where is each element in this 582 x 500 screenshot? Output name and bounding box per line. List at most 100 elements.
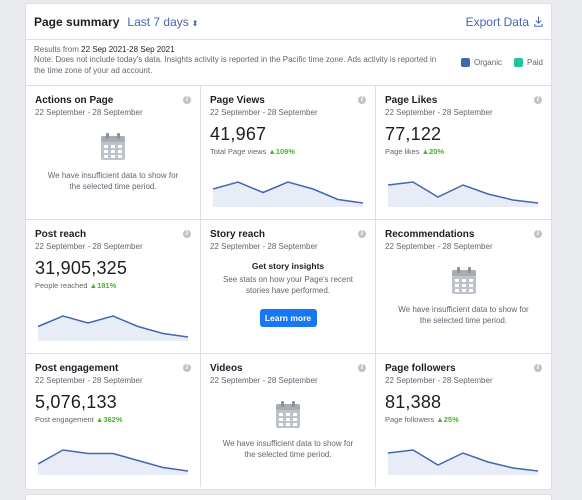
card-title: Page followers (385, 363, 456, 374)
sparkline-line (388, 449, 538, 472)
export-label: Export Data (465, 14, 529, 29)
results-dates: 22 Sep 2021-28 Sep 2021 (81, 45, 175, 54)
sparkline (213, 181, 363, 207)
info-icon[interactable]: i (534, 96, 542, 104)
empty-message: We have insufficient data to show for th… (398, 305, 529, 325)
legend: Organic Paid (449, 58, 543, 67)
metric-label: Total Page views (210, 147, 267, 156)
card-videos[interactable]: Videos 22 September - 28 September i We … (201, 354, 376, 487)
metric-subtitle: Page likes ▲20% (385, 147, 542, 156)
card-date: 22 September - 28 September (210, 108, 318, 117)
sparkline-line (38, 449, 188, 472)
info-icon[interactable]: i (183, 364, 191, 372)
empty-state: We have insufficient data to show for th… (385, 267, 542, 326)
timezone-note: Note: Does not include today's data. Ins… (34, 55, 437, 75)
sparkline (38, 449, 188, 475)
metric-label: Page followers (385, 415, 435, 424)
info-icon[interactable]: i (534, 230, 542, 238)
metric-value: 81,388 (385, 392, 442, 412)
card-title: Story reach (210, 229, 266, 240)
card-date: 22 September - 28 September (210, 376, 318, 385)
paid-swatch (513, 58, 523, 67)
metric-label: Post engagement (35, 415, 94, 424)
legend-organic-label: Organic (473, 58, 502, 67)
sparkline-line (38, 315, 188, 338)
card-date: 22 September - 28 September (35, 108, 143, 117)
card-title: Actions on Page (35, 95, 114, 106)
metric-value: 5,076,133 (35, 392, 117, 412)
calendar-icon (101, 133, 125, 160)
card-title: Recommendations (385, 229, 475, 240)
export-data-button[interactable]: Export Data (466, 15, 543, 29)
metric-change: 181% (97, 281, 117, 290)
card-post-reach[interactable]: Post reach 22 September - 28 September i… (26, 220, 201, 354)
sort-caret-icon: ⬍ (191, 18, 199, 28)
up-arrow-icon: ▲ (436, 415, 444, 424)
up-arrow-icon: ▲ (421, 147, 430, 156)
story-text: See stats on how your Page's recent stor… (222, 275, 354, 295)
empty-state: We have insufficient data to show for th… (35, 133, 191, 192)
next-section-card (25, 494, 552, 500)
info-icon[interactable]: i (534, 364, 542, 372)
page-summary-panel: Page summary Last 7 days ⬍ Export Data Re… (25, 3, 552, 490)
empty-message: We have insufficient data to show for th… (222, 439, 354, 459)
legend-paid: Paid (513, 58, 543, 67)
metric-value: 77,122 (385, 124, 442, 144)
card-title: Post engagement (35, 363, 119, 374)
up-arrow-icon: ▲ (89, 281, 98, 290)
card-story-reach[interactable]: Story reach 22 September - 28 September … (201, 220, 376, 354)
results-prefix: Results from (34, 45, 82, 54)
sparkline-area (213, 182, 363, 207)
info-icon[interactable]: i (358, 96, 366, 104)
metrics-grid: Actions on Page 22 September - 28 Septem… (26, 86, 551, 487)
notes-section: Results from 22 Sep 2021-28 Sep 2021 Not… (26, 40, 551, 86)
date-range-selector[interactable]: Last 7 days ⬍ (127, 15, 198, 29)
sparkline-area (38, 316, 188, 341)
up-arrow-icon: ▲ (95, 415, 104, 424)
download-icon (534, 16, 543, 27)
card-date: 22 September - 28 September (35, 242, 143, 251)
organic-swatch (460, 58, 470, 67)
metric-change: 109% (275, 147, 295, 156)
sparkline-line (213, 181, 363, 204)
card-actions-on-page[interactable]: Actions on Page 22 September - 28 Septem… (26, 86, 201, 220)
metric-change: 20% (429, 147, 445, 156)
card-post-engagement[interactable]: Post engagement 22 September - 28 Septem… (26, 354, 201, 487)
card-date: 22 September - 28 September (210, 242, 318, 251)
metric-label: Page likes (385, 147, 420, 156)
metric-value: 31,905,325 (35, 258, 128, 278)
sparkline-area (388, 182, 538, 207)
sparkline (388, 449, 538, 475)
metric-change: 25% (443, 415, 459, 424)
summary-header: Page summary Last 7 days ⬍ Export Data (26, 4, 551, 40)
calendar-icon (451, 267, 476, 294)
metric-subtitle: People reached ▲181% (35, 281, 191, 290)
card-page-followers[interactable]: Page followers 22 September - 28 Septemb… (376, 354, 551, 487)
sparkline-area (388, 450, 538, 475)
card-page-likes[interactable]: Page Likes 22 September - 28 September i… (376, 86, 551, 220)
card-date: 22 September - 28 September (385, 376, 493, 385)
legend-paid-label: Paid (526, 58, 543, 67)
date-range-label: Last 7 days (127, 14, 189, 29)
sparkline (38, 315, 188, 341)
metric-subtitle: Total Page views ▲109% (210, 147, 366, 156)
info-icon[interactable]: i (358, 230, 366, 238)
sparkline (388, 181, 538, 207)
card-date: 22 September - 28 September (385, 242, 493, 251)
metric-value: 41,967 (210, 124, 267, 144)
empty-message: We have insufficient data to show for th… (47, 171, 179, 191)
info-icon[interactable]: i (183, 96, 191, 104)
info-icon[interactable]: i (183, 230, 191, 238)
card-title: Videos (210, 363, 243, 374)
calendar-icon (276, 401, 300, 428)
story-heading: Get story insights (251, 261, 325, 271)
metric-subtitle: Post engagement ▲362% (35, 415, 191, 424)
sparkline-line (388, 181, 538, 204)
metric-subtitle: Page followers ▲25% (385, 415, 542, 424)
info-icon[interactable]: i (358, 364, 366, 372)
card-page-views[interactable]: Page Views 22 September - 28 September i… (201, 86, 376, 220)
learn-more-button[interactable]: Learn more (259, 309, 317, 327)
sparkline-area (38, 450, 188, 475)
card-recommendations[interactable]: Recommendations 22 September - 28 Septem… (376, 220, 551, 354)
card-title: Post reach (35, 229, 87, 240)
